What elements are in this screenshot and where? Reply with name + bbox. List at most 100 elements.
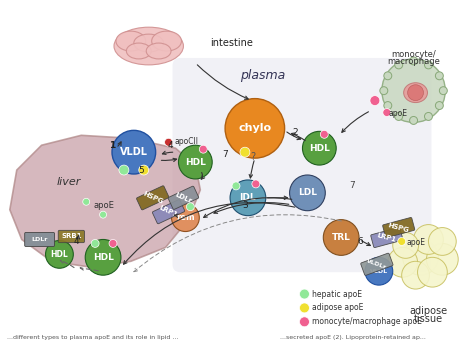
Text: ?: ? [250, 152, 255, 162]
Text: tissue: tissue [414, 314, 443, 324]
Text: apoE: apoE [93, 201, 114, 210]
Ellipse shape [134, 34, 164, 52]
Circle shape [164, 138, 173, 146]
Circle shape [85, 239, 121, 275]
Text: HDL: HDL [92, 253, 113, 262]
Circle shape [384, 102, 392, 110]
Circle shape [240, 147, 250, 157]
FancyBboxPatch shape [137, 186, 169, 210]
Text: HDL: HDL [185, 158, 206, 167]
Circle shape [252, 180, 260, 188]
Text: SRB1: SRB1 [61, 234, 82, 239]
Circle shape [380, 87, 388, 95]
Circle shape [300, 303, 310, 313]
FancyBboxPatch shape [361, 253, 393, 275]
Circle shape [232, 182, 240, 190]
Text: adipose: adipose [410, 306, 447, 316]
Circle shape [46, 240, 73, 268]
Text: 4: 4 [167, 141, 173, 150]
Text: VLDL: VLDL [370, 269, 388, 274]
Circle shape [425, 61, 432, 69]
Text: VLDL: VLDL [120, 147, 148, 157]
Circle shape [384, 72, 392, 80]
Circle shape [365, 257, 393, 285]
Circle shape [302, 131, 336, 165]
Circle shape [395, 61, 403, 69]
Text: 7: 7 [222, 150, 228, 159]
Ellipse shape [114, 27, 183, 65]
Circle shape [382, 59, 446, 122]
FancyBboxPatch shape [25, 232, 55, 246]
Circle shape [300, 317, 310, 327]
FancyBboxPatch shape [58, 230, 84, 243]
Circle shape [179, 145, 212, 179]
Ellipse shape [146, 43, 171, 59]
Circle shape [388, 247, 418, 277]
Circle shape [414, 224, 443, 254]
Text: intestine: intestine [210, 38, 253, 48]
Text: HSPG: HSPG [387, 222, 410, 233]
Circle shape [119, 165, 129, 175]
Circle shape [300, 289, 310, 299]
Circle shape [139, 165, 149, 175]
Circle shape [172, 204, 199, 231]
Text: 2: 2 [292, 128, 298, 137]
Ellipse shape [116, 31, 146, 51]
Text: LDLr: LDLr [31, 237, 48, 242]
Circle shape [370, 96, 380, 105]
Text: 1: 1 [109, 141, 115, 150]
Circle shape [401, 261, 429, 289]
Circle shape [199, 145, 207, 153]
Text: apoE: apoE [407, 238, 426, 247]
Text: ...secreted apoE (2). Lipoprotein-retained ap...: ...secreted apoE (2). Lipoprotein-retain… [280, 335, 426, 340]
Text: IDL: IDL [239, 193, 256, 202]
Text: plasma: plasma [240, 69, 285, 82]
Text: HDL: HDL [309, 144, 330, 153]
Text: apoCII: apoCII [174, 137, 199, 146]
Circle shape [112, 130, 155, 174]
Ellipse shape [152, 31, 182, 51]
Text: 5: 5 [138, 166, 144, 175]
Text: TRL: TRL [332, 233, 351, 242]
Circle shape [398, 237, 406, 245]
Circle shape [290, 175, 325, 211]
Ellipse shape [404, 83, 428, 103]
Circle shape [427, 244, 458, 275]
Circle shape [410, 57, 418, 65]
Circle shape [439, 87, 447, 95]
Text: adipose apoE: adipose apoE [312, 303, 364, 313]
Text: liver: liver [56, 177, 81, 187]
Circle shape [109, 239, 117, 247]
Circle shape [395, 112, 403, 120]
Text: monocyte/macrophage apoE: monocyte/macrophage apoE [312, 317, 422, 326]
Circle shape [393, 232, 419, 258]
Circle shape [186, 203, 194, 211]
Circle shape [436, 102, 443, 110]
Text: 7: 7 [349, 181, 355, 190]
Text: apoE: apoE [389, 109, 408, 118]
Circle shape [410, 117, 418, 124]
Circle shape [230, 180, 266, 216]
Circle shape [425, 112, 432, 120]
Ellipse shape [127, 43, 151, 59]
FancyBboxPatch shape [168, 186, 199, 209]
Circle shape [428, 228, 456, 255]
Text: macrophage: macrophage [387, 57, 440, 66]
Circle shape [408, 85, 423, 101]
Text: monocyte/: monocyte/ [391, 50, 436, 59]
Text: LRP1: LRP1 [376, 232, 397, 243]
Text: 4: 4 [73, 237, 79, 246]
Text: hepatic apoE: hepatic apoE [312, 290, 363, 299]
Circle shape [320, 130, 328, 138]
Text: LDLr: LDLr [174, 191, 193, 204]
Circle shape [83, 198, 90, 205]
Text: HSPG: HSPG [142, 190, 164, 205]
Text: ...different types to plasma apoE and its role in lipid ...: ...different types to plasma apoE and it… [7, 335, 178, 340]
Circle shape [100, 211, 107, 218]
FancyBboxPatch shape [371, 227, 403, 247]
Text: HDL: HDL [51, 250, 68, 259]
Circle shape [323, 220, 359, 255]
FancyBboxPatch shape [153, 200, 185, 224]
Text: LRP1: LRP1 [158, 205, 179, 219]
Circle shape [383, 109, 391, 117]
